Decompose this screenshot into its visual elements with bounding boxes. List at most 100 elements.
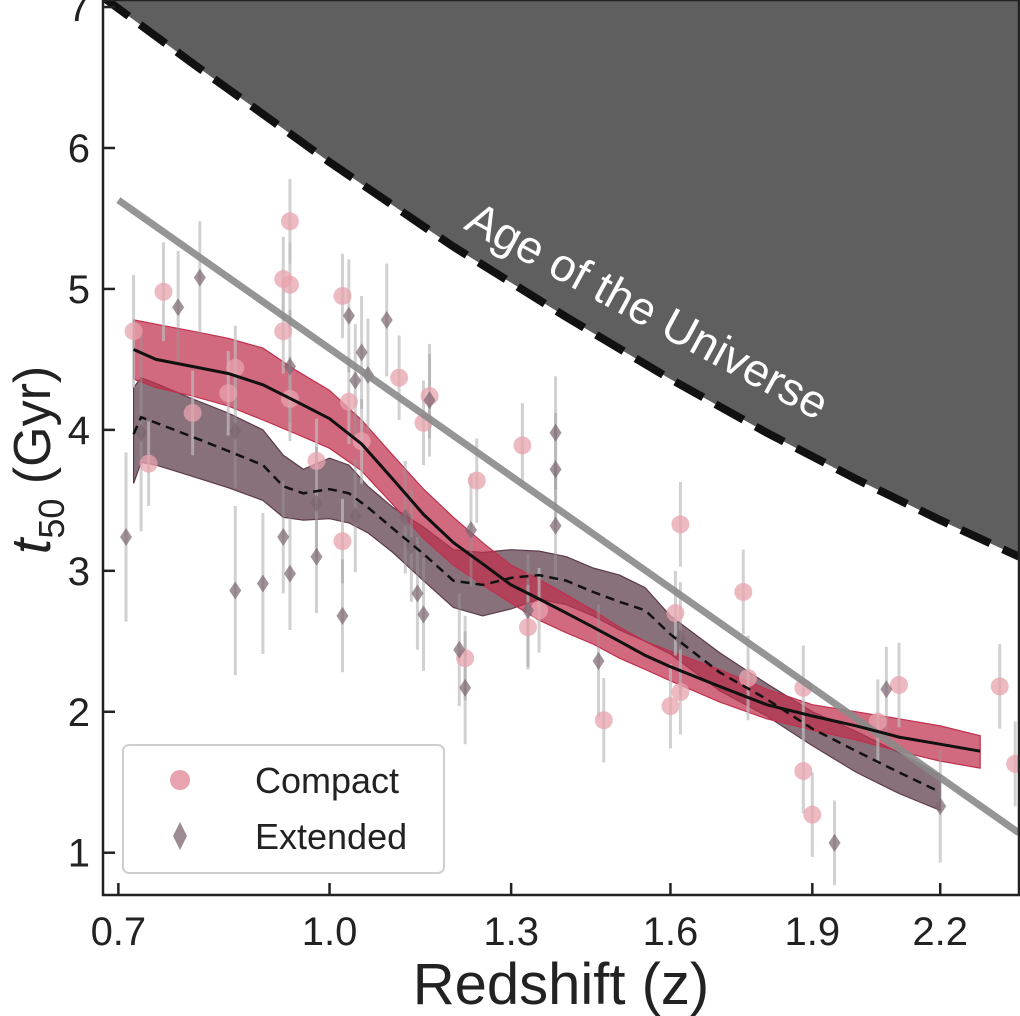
extended-point xyxy=(172,298,185,317)
x-tick-label: 1.0 xyxy=(302,910,358,954)
y-axis-title-main: t xyxy=(0,536,62,554)
compact-point xyxy=(280,212,299,231)
x-tick-label: 0.7 xyxy=(91,910,147,954)
extended-point xyxy=(310,494,323,513)
x-axis: 0.7 1.0 1.3 1.6 1.9 2.2 xyxy=(91,883,968,954)
y-axis-title: t50 (Gyr) xyxy=(0,366,72,554)
compact-point xyxy=(868,712,887,731)
extended-point xyxy=(423,391,436,410)
compact-point xyxy=(671,683,690,702)
extended-point xyxy=(229,422,242,441)
x-axis-title: Redshift (z) xyxy=(413,952,710,1016)
extended-point xyxy=(380,310,393,329)
compact-point xyxy=(671,515,690,534)
compact-point xyxy=(739,668,758,687)
compact-point xyxy=(661,697,680,716)
extended-point xyxy=(549,423,562,442)
compact-point xyxy=(467,471,486,490)
compact-point xyxy=(219,384,238,403)
legend-compact-label: Compact xyxy=(255,760,399,801)
compact-point xyxy=(803,805,822,824)
extended-point xyxy=(336,606,349,625)
compact-median-line xyxy=(132,348,981,753)
extended-point xyxy=(283,357,296,376)
data-points xyxy=(119,212,1019,852)
extended-point xyxy=(349,371,362,390)
compact-point xyxy=(333,286,352,305)
extended-point xyxy=(399,508,412,527)
plot-frame xyxy=(101,0,1020,897)
compact-point xyxy=(889,675,908,694)
extended-point xyxy=(411,584,424,603)
extended-point xyxy=(355,343,368,362)
extended-point xyxy=(459,678,472,697)
extended-point xyxy=(549,460,562,479)
y-tick-label: 3 xyxy=(68,550,90,594)
compact-point xyxy=(280,275,299,294)
extended-median-line xyxy=(132,415,941,794)
overall-fit-line xyxy=(116,197,1019,836)
compact-point xyxy=(226,358,245,377)
compact-point xyxy=(307,451,326,470)
extended-point xyxy=(828,833,841,852)
y-tick-label: 5 xyxy=(68,268,90,312)
extended-point xyxy=(310,547,323,566)
extended-point xyxy=(464,520,477,539)
extended-point xyxy=(417,605,430,624)
x-tick-label: 2.2 xyxy=(912,910,968,954)
y-axis-title-sub: 50 xyxy=(31,499,72,539)
y-axis-title-units: (Gyr) xyxy=(4,366,62,499)
extended-point xyxy=(277,528,290,546)
compact-point xyxy=(139,454,158,473)
extended-point xyxy=(453,640,466,659)
extended-point xyxy=(283,564,296,583)
compact-point xyxy=(594,711,613,730)
extended-point xyxy=(880,680,893,699)
extended-point xyxy=(592,652,605,671)
compact-point xyxy=(154,282,173,301)
extended-point xyxy=(229,581,242,600)
y-tick-label: 4 xyxy=(68,409,90,453)
age-of-universe-line xyxy=(103,0,1019,561)
legend-extended-marker xyxy=(173,822,187,850)
y-axis: 1 2 3 4 5 6 7 xyxy=(68,0,115,876)
legend-extended-label: Extended xyxy=(255,816,407,857)
legend: Compact Extended xyxy=(122,744,445,874)
x-tick-label: 1.9 xyxy=(785,910,841,954)
compact-point xyxy=(274,322,293,341)
extended-point xyxy=(349,506,362,525)
extended-point xyxy=(193,268,206,287)
compact-point xyxy=(734,582,753,601)
extended-point xyxy=(119,528,132,546)
y-tick-label: 2 xyxy=(68,691,90,735)
y-tick-label: 1 xyxy=(68,832,90,876)
compact-point xyxy=(513,436,532,455)
x-tick-label: 1.3 xyxy=(483,910,539,954)
compact-point xyxy=(990,677,1009,696)
compact-point xyxy=(352,432,371,451)
compact-point xyxy=(794,761,813,780)
x-tick-label: 1.6 xyxy=(643,910,699,954)
y-tick-label: 7 xyxy=(68,0,90,30)
extended-point xyxy=(342,306,355,325)
extended-point xyxy=(256,574,269,593)
compact-point xyxy=(333,532,352,551)
median-lines xyxy=(132,348,981,794)
extended-point xyxy=(521,601,534,620)
compact-point xyxy=(518,618,537,637)
compact-point xyxy=(124,322,143,341)
compact-point xyxy=(1006,754,1019,773)
compact-point xyxy=(530,601,549,620)
age-of-universe-region xyxy=(106,0,1019,557)
y-tick-label: 6 xyxy=(68,127,90,171)
extended-point xyxy=(934,797,947,816)
legend-compact-marker xyxy=(170,770,190,790)
extended-point xyxy=(135,423,148,442)
compact-point xyxy=(666,604,685,623)
compact-point xyxy=(183,403,202,422)
compact-point xyxy=(390,368,409,387)
extended-point xyxy=(549,516,562,535)
compact-point xyxy=(339,392,358,411)
legend-box xyxy=(122,744,445,874)
